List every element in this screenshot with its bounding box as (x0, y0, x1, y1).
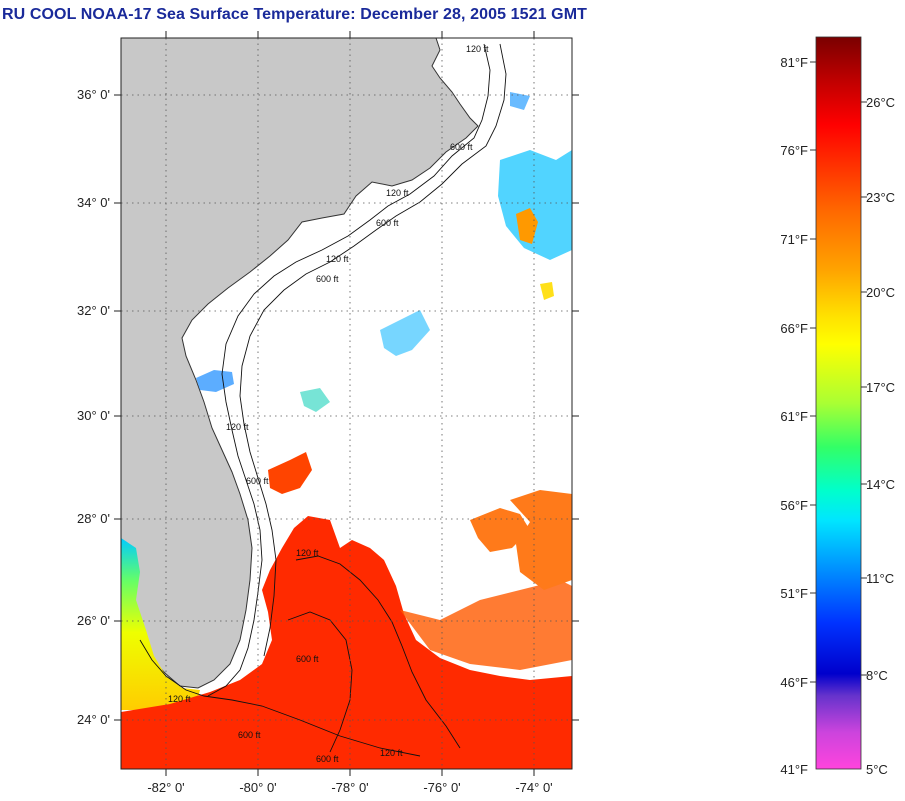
colorbar-c-label: 17°C (866, 380, 895, 395)
colorbar-c-label: 14°C (866, 477, 895, 492)
lon-label: -80° 0' (239, 780, 276, 795)
graticule (121, 38, 572, 769)
contour-label: 120 ft (386, 188, 409, 198)
contour-label: 120 ft (168, 694, 191, 704)
lat-label: 36° 0' (77, 87, 110, 102)
axis-ticks (114, 31, 579, 776)
colorbar-f-label: 76°F (780, 143, 808, 158)
cool-patch-ne (498, 150, 572, 260)
gulf-stream-patch (268, 452, 312, 494)
contour-label: 600 ft (296, 654, 319, 664)
lon-label: -82° 0' (147, 780, 184, 795)
colorbar-c-label: 20°C (866, 285, 895, 300)
contour-label: 120 ft (326, 254, 349, 264)
colorbar-f-label: 81°F (780, 55, 808, 70)
contour-label: 600 ft (246, 476, 269, 486)
colorbar-f-label: 41°F (780, 762, 808, 777)
warm-water-east (510, 490, 572, 590)
lat-label: 26° 0' (77, 613, 110, 628)
contour-label: 120 ft (380, 748, 403, 758)
lat-label: 30° 0' (77, 408, 110, 423)
warm-water-south (400, 580, 572, 670)
colorbar-f-label: 71°F (780, 232, 808, 247)
colorbar-f-label: 51°F (780, 586, 808, 601)
gulf-sst (121, 538, 200, 710)
temperature-colorbar (815, 36, 862, 770)
bathymetry-contours (139, 43, 507, 757)
colorbar-c-label: 8°C (866, 668, 888, 683)
colorbar-f-label: 66°F (780, 321, 808, 336)
cool-patch (300, 388, 330, 412)
colorbar-c-label: 26°C (866, 95, 895, 110)
warm-patch (540, 282, 554, 300)
colorbar-c-label: 5°C (866, 762, 888, 777)
contour-label: 120 ft (226, 422, 249, 432)
us-coastline-land (121, 38, 479, 689)
colorbar-f-label: 46°F (780, 675, 808, 690)
lat-label: 28° 0' (77, 511, 110, 526)
contour-label: 120 ft (466, 44, 489, 54)
cool-patch (380, 310, 430, 356)
colorbar-f-label: 56°F (780, 498, 808, 513)
colorbar-ticks (810, 61, 867, 683)
warm-patch-ne (516, 208, 538, 244)
cool-patch-ne (510, 92, 530, 110)
contour-label: 600 ft (238, 730, 261, 740)
contour-label: 600 ft (376, 218, 399, 228)
lon-label: -74° 0' (515, 780, 552, 795)
colorbar-c-label: 23°C (866, 190, 895, 205)
contour-label: 600 ft (316, 754, 339, 764)
map-title: RU COOL NOAA-17 Sea Surface Temperature:… (2, 6, 588, 23)
contour-label: 120 ft (296, 548, 319, 558)
contour-label: 600 ft (316, 274, 339, 284)
lon-label: -78° 0' (331, 780, 368, 795)
lat-label: 24° 0' (77, 712, 110, 727)
contour-label: 600 ft (450, 142, 473, 152)
lat-label: 32° 0' (77, 303, 110, 318)
cool-patch (196, 370, 234, 392)
colorbar-c-label: 11°C (866, 571, 894, 586)
lat-label: 34° 0' (77, 195, 110, 210)
lon-label: -76° 0' (423, 780, 460, 795)
map-frame (120, 37, 573, 770)
colorbar-f-label: 61°F (780, 409, 808, 424)
